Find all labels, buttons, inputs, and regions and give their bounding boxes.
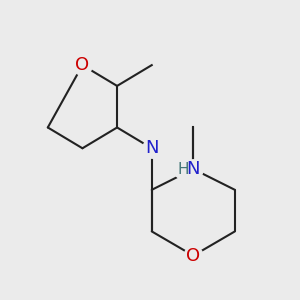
Text: O: O <box>186 247 200 265</box>
Text: N: N <box>145 139 158 157</box>
Text: N: N <box>187 160 200 178</box>
Text: H: H <box>177 162 189 177</box>
Text: O: O <box>75 56 89 74</box>
